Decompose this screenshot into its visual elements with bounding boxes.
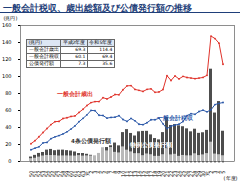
html-text:7.3: 7.3 <box>78 61 86 66</box>
svg-text:4: 4 <box>95 170 102 174</box>
svg-text:4条公債発行額: 4条公債発行額 <box>71 137 111 145</box>
svg-text:2: 2 <box>87 170 94 174</box>
svg-text:24: 24 <box>175 170 182 177</box>
svg-text:元: 元 <box>83 170 90 176</box>
svg-text:120: 120 <box>2 56 12 62</box>
svg-text:11: 11 <box>123 170 130 177</box>
html-text:69.3: 69.3 <box>75 47 86 52</box>
svg-text:15: 15 <box>139 170 146 177</box>
svg-text:3: 3 <box>211 170 218 174</box>
svg-text:3: 3 <box>91 170 98 174</box>
svg-text:一般会計税収: 一般会計税収 <box>157 114 194 121</box>
svg-text:0: 0 <box>8 158 11 164</box>
svg-text:(年度): (年度) <box>224 175 238 181</box>
svg-text:9: 9 <box>115 170 122 174</box>
svg-text:18: 18 <box>151 170 158 177</box>
svg-text:60: 60 <box>5 107 11 113</box>
svg-text:56: 56 <box>51 170 58 177</box>
html-text:平成2年度: 平成2年度 <box>62 40 86 45</box>
html-text:35.6: 35.6 <box>102 61 113 66</box>
svg-text:5: 5 <box>220 171 226 174</box>
svg-text:100: 100 <box>2 73 12 79</box>
html-text:60.1: 60.1 <box>75 54 86 59</box>
svg-text:10: 10 <box>119 170 126 177</box>
svg-text:5: 5 <box>99 170 106 174</box>
svg-text:12: 12 <box>127 170 134 177</box>
svg-text:61: 61 <box>71 170 78 177</box>
svg-text:58: 58 <box>59 170 66 177</box>
svg-text:8: 8 <box>111 170 118 174</box>
svg-text:50: 50 <box>27 170 34 177</box>
html-text:一般会計税収: 一般会計税収 <box>28 54 59 59</box>
svg-text:6: 6 <box>103 170 110 174</box>
html-text:114.4: 114.4 <box>99 47 113 52</box>
svg-text:80: 80 <box>5 90 11 96</box>
html-text:一般会計税収、歳出総額及び公債発行額の推移: 一般会計税収、歳出総額及び公債発行額の推移 <box>3 3 192 13</box>
svg-text:17: 17 <box>147 170 154 177</box>
svg-text:25: 25 <box>179 170 186 177</box>
html-text:令和5年度: 令和5年度 <box>89 40 113 45</box>
svg-text:14: 14 <box>135 170 142 177</box>
svg-text:28: 28 <box>191 170 198 177</box>
html-text:(兆円): (兆円) <box>28 40 42 45</box>
svg-text:16: 16 <box>143 170 150 177</box>
svg-text:元: 元 <box>203 170 210 176</box>
svg-text:62: 62 <box>75 170 82 177</box>
svg-text:21: 21 <box>163 170 170 177</box>
svg-text:63: 63 <box>79 170 86 177</box>
svg-text:23: 23 <box>171 170 178 177</box>
svg-text:4: 4 <box>215 170 222 174</box>
html-text:公債発行額: 公債発行額 <box>28 61 54 66</box>
svg-text:7: 7 <box>107 170 114 174</box>
svg-text:26: 26 <box>183 170 190 177</box>
svg-text:一般会計歳出: 一般会計歳出 <box>57 90 93 97</box>
svg-text:13: 13 <box>131 170 138 177</box>
svg-text:140: 140 <box>2 39 12 45</box>
svg-text:22: 22 <box>167 170 174 177</box>
svg-text:52: 52 <box>35 170 42 177</box>
svg-text:29: 29 <box>195 170 202 177</box>
svg-text:53: 53 <box>39 170 46 177</box>
html-text:69.4: 69.4 <box>102 54 113 59</box>
svg-text:特例公債発行額: 特例公債発行額 <box>129 141 172 149</box>
svg-text:160: 160 <box>2 22 12 28</box>
svg-text:(兆円): (兆円) <box>4 15 18 21</box>
svg-text:59: 59 <box>63 170 70 177</box>
svg-text:40: 40 <box>5 124 11 130</box>
svg-text:2: 2 <box>207 170 214 174</box>
svg-text:54: 54 <box>43 170 50 177</box>
svg-text:20: 20 <box>5 141 11 147</box>
svg-text:19: 19 <box>155 170 162 177</box>
svg-text:51: 51 <box>31 170 38 177</box>
svg-text:55: 55 <box>47 170 54 177</box>
svg-text:57: 57 <box>55 170 62 177</box>
html-text:一般会計歳出: 一般会計歳出 <box>28 47 59 52</box>
svg-text:27: 27 <box>187 170 194 177</box>
svg-text:30: 30 <box>199 170 206 177</box>
svg-text:20: 20 <box>159 170 166 177</box>
svg-text:60: 60 <box>67 170 74 177</box>
